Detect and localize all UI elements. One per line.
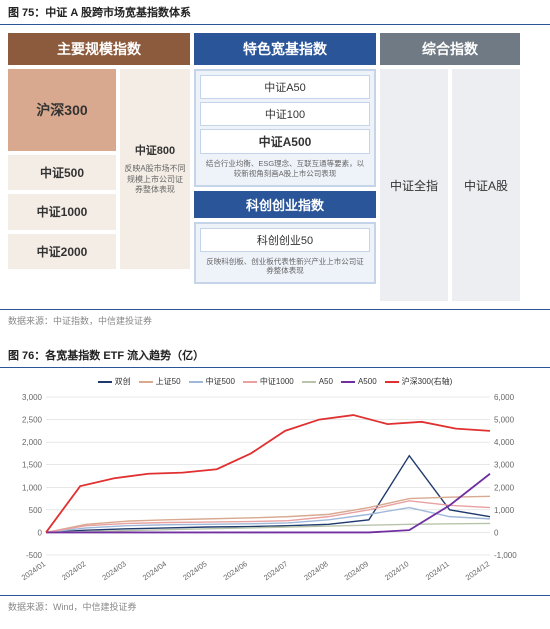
scale-body: 沪深300 中证500 中证1000 中证2000 中证800 反映A股市场不同… — [8, 69, 190, 269]
a500-desc: 结合行业均衡、ESG理念、互联互通等要素，以较新视角刻画A股上市公司表现 — [200, 157, 370, 181]
fig75-diagram: 主要规模指数 沪深300 中证500 中证1000 中证2000 中证800 反… — [0, 25, 550, 309]
hdr-composite: 综合指数 — [380, 33, 520, 65]
feature-group: 中证A50 中证100 中证A500 结合行业均衡、ESG理念、互联互通等要素，… — [194, 69, 376, 187]
svg-text:2024/08: 2024/08 — [302, 559, 329, 582]
composite-body: 中证全指 中证A股 — [380, 69, 520, 301]
box-kc50: 科创创业50 — [200, 228, 370, 252]
box-hs300: 沪深300 — [8, 69, 116, 151]
svg-text:-1,000: -1,000 — [494, 551, 517, 560]
svg-text:2024/03: 2024/03 — [100, 559, 127, 582]
svg-text:2024/06: 2024/06 — [222, 559, 249, 582]
svg-text:2,000: 2,000 — [494, 483, 515, 492]
svg-text:2024/04: 2024/04 — [141, 559, 168, 582]
svg-text:5,000: 5,000 — [494, 416, 515, 425]
svg-text:0: 0 — [494, 528, 499, 537]
kc-group: 科创创业50 反映科创板、创业板代表性新兴产业上市公司证券整体表现 — [194, 222, 376, 285]
hdr-kechuang: 科创创业指数 — [194, 191, 376, 218]
box-a50: 中证A50 — [200, 75, 370, 99]
svg-text:-500: -500 — [26, 551, 43, 560]
svg-text:2,000: 2,000 — [22, 438, 43, 447]
svg-text:2024/05: 2024/05 — [181, 559, 208, 582]
fig76-source: 数据来源：Wind，中信建投证券 — [0, 595, 550, 617]
col-scale: 主要规模指数 沪深300 中证500 中证1000 中证2000 中证800 反… — [8, 33, 190, 301]
svg-text:2024/09: 2024/09 — [343, 559, 370, 582]
box-a500: 中证A500 — [200, 129, 370, 154]
svg-text:1,000: 1,000 — [494, 506, 515, 515]
hdr-feature: 特色宽基指数 — [194, 33, 376, 65]
svg-text:2,500: 2,500 — [22, 416, 43, 425]
svg-text:2024/10: 2024/10 — [383, 559, 410, 582]
kc50-desc: 反映科创板、创业板代表性新兴产业上市公司证券整体表现 — [200, 255, 370, 279]
box-csi500: 中证500 — [8, 155, 116, 190]
svg-text:2024/02: 2024/02 — [60, 559, 87, 582]
svg-text:500: 500 — [29, 506, 43, 515]
csi800-label: 中证800 — [135, 142, 175, 158]
fig76-chart: -500 0 500 1,000 1,500 2,000 2,500 3,000 -1,000 0… — [8, 391, 528, 591]
scale-left: 沪深300 中证500 中证1000 中证2000 — [8, 69, 116, 269]
box-csi100: 中证100 — [200, 102, 370, 126]
hdr-scale: 主要规模指数 — [8, 33, 190, 65]
svg-text:2024/12: 2024/12 — [464, 559, 491, 582]
csi800-desc: 反映A股市场不同规模上市公司证券整体表现 — [124, 164, 186, 195]
fig75-title: 图 75：中证 A 股跨市场宽基指数体系 — [0, 0, 550, 25]
svg-text:3,000: 3,000 — [494, 461, 515, 470]
col-feature: 特色宽基指数 中证A50 中证100 中证A500 结合行业均衡、ESG理念、互… — [194, 33, 376, 301]
svg-text:2024/07: 2024/07 — [262, 559, 289, 582]
fig75-source: 数据来源：中证指数，中信建投证券 — [0, 309, 550, 331]
figure-75: 图 75：中证 A 股跨市场宽基指数体系 主要规模指数 沪深300 中证500 … — [0, 0, 550, 331]
box-all: 中证全指 — [380, 69, 448, 301]
figure-76: 图 76：各宽基指数 ETF 流入趋势（亿） 双创上证50中证500中证1000… — [0, 343, 550, 617]
box-csi1000: 中证1000 — [8, 194, 116, 229]
svg-text:3,000: 3,000 — [22, 393, 43, 402]
col-composite: 综合指数 中证全指 中证A股 — [380, 33, 520, 301]
svg-text:6,000: 6,000 — [494, 393, 515, 402]
svg-text:4,000: 4,000 — [494, 438, 515, 447]
svg-text:1,500: 1,500 — [22, 461, 43, 470]
svg-text:2024/11: 2024/11 — [424, 559, 451, 582]
box-csi800: 中证800 反映A股市场不同规模上市公司证券整体表现 — [120, 69, 190, 269]
fig76-chart-wrap: 双创上证50中证500中证1000A50A500沪深300(右轴) -500 0 5… — [0, 368, 550, 595]
box-csi2000: 中证2000 — [8, 234, 116, 269]
svg-text:1,000: 1,000 — [22, 483, 43, 492]
fig76-title: 图 76：各宽基指数 ETF 流入趋势（亿） — [0, 343, 550, 368]
svg-text:0: 0 — [38, 528, 43, 537]
box-ashare: 中证A股 — [452, 69, 520, 301]
svg-text:2024/01: 2024/01 — [20, 559, 47, 582]
fig76-legend: 双创上证50中证500中证1000A50A500沪深300(右轴) — [8, 376, 542, 387]
